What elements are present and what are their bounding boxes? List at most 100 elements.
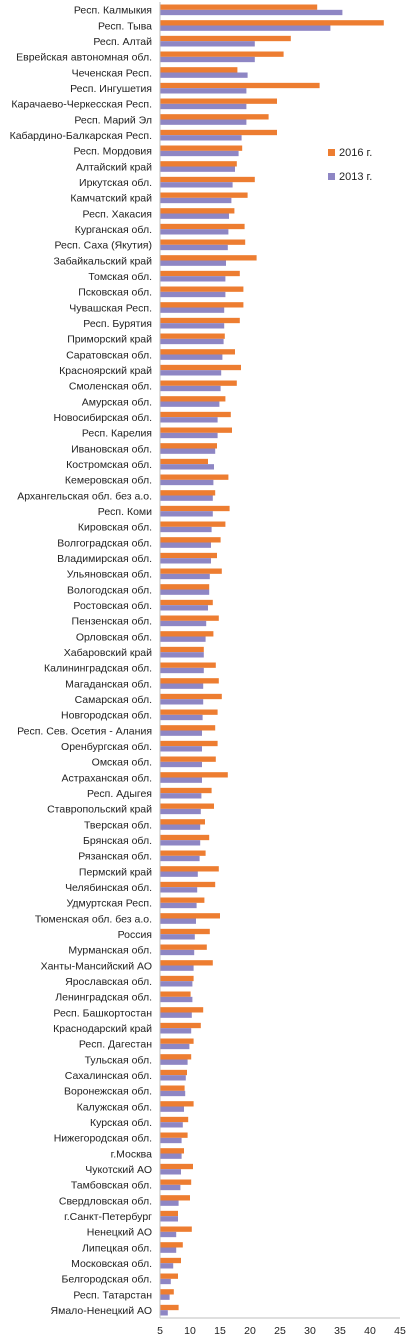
bar-2013 — [160, 620, 207, 627]
bar-2016 — [160, 928, 210, 935]
bar-2013 — [160, 213, 229, 219]
bar-2016 — [160, 443, 217, 449]
bar-2016 — [160, 35, 291, 42]
bar-2013 — [160, 135, 242, 141]
bar-2016 — [160, 1069, 187, 1076]
category-label: Тульская обл. — [85, 1054, 152, 1066]
category-label: Респ. Дагестан — [79, 1039, 152, 1051]
bar-2016 — [160, 913, 220, 919]
bar-2013 — [160, 166, 235, 172]
bar-2013 — [160, 244, 228, 251]
category-label: Краснодарский край — [53, 1023, 152, 1035]
category-label: Пермский край — [79, 866, 152, 878]
bar-2013 — [160, 605, 208, 611]
category-label: Россия — [118, 929, 152, 941]
bar-2016 — [160, 756, 216, 762]
category-label: Респ. Хакасия — [83, 208, 152, 220]
bar-2013 — [160, 9, 343, 16]
category-label: Чеченская Респ. — [72, 67, 152, 79]
bar-2016 — [160, 1085, 185, 1091]
category-label: Московская обл. — [71, 1258, 152, 1270]
bar-2016 — [160, 662, 216, 668]
bar-2013 — [160, 72, 248, 78]
category-label: Смоленская обл. — [69, 381, 152, 393]
bar-2013 — [160, 793, 202, 799]
bar-2013 — [160, 1106, 184, 1112]
category-label: Нижегородская обл. — [54, 1133, 152, 1145]
bar-2016 — [160, 960, 213, 966]
bar-2013 — [160, 1278, 171, 1285]
x-tick-label: 10 — [184, 1325, 196, 1337]
category-label: Респ. Сев. Осетия - Алания — [17, 725, 152, 737]
bar-2016 — [160, 631, 214, 637]
category-label: Респ. Карелия — [82, 428, 152, 440]
bar-2016 — [160, 1257, 181, 1264]
bar-2013 — [160, 1090, 186, 1097]
bar-2016 — [160, 1132, 188, 1138]
bar-2013 — [160, 88, 247, 94]
bar-2013 — [160, 1122, 183, 1128]
x-tick-label: 20 — [244, 1325, 256, 1337]
category-label: Владимирская обл. — [57, 553, 152, 565]
bar-2013 — [160, 150, 239, 157]
x-tick-label: 25 — [274, 1325, 286, 1337]
bar-2013 — [160, 949, 195, 956]
bar-2016 — [160, 317, 240, 324]
bar-2016 — [160, 819, 205, 825]
category-label: Пензенская обл. — [72, 616, 152, 628]
bar-2016 — [160, 20, 384, 26]
bar-2016 — [160, 427, 232, 433]
bar-2016 — [160, 1148, 184, 1154]
category-label: Ненецкий АО — [87, 1227, 152, 1239]
bar-2016 — [160, 145, 243, 151]
category-label: Чукотский АО — [85, 1164, 152, 1176]
bar-2013 — [160, 41, 255, 47]
bar-2016 — [160, 787, 212, 794]
category-label: Забайкальский край — [53, 255, 152, 267]
bar-2016 — [160, 834, 210, 841]
bar-2016 — [160, 270, 240, 277]
bar-2016 — [160, 521, 226, 527]
bar-2013 — [160, 840, 201, 846]
bar-2013 — [160, 824, 201, 830]
category-label: Новгородская обл. — [61, 710, 152, 722]
bar-2013 — [160, 56, 255, 63]
category-label: Челябинская обл. — [65, 882, 152, 894]
bar-2013 — [160, 464, 214, 470]
category-label: Респ. Алтай — [93, 36, 152, 48]
bar-2016 — [160, 255, 257, 261]
bar-2013 — [160, 1137, 182, 1144]
category-label: Омская обл. — [92, 757, 152, 769]
category-label: Магаданская обл. — [65, 678, 152, 690]
bar-2016 — [160, 208, 235, 214]
bar-2013 — [160, 1310, 168, 1316]
category-label: Самарская обл. — [75, 694, 152, 706]
bar-2013 — [160, 25, 331, 31]
category-label: Иркутская обл. — [79, 177, 152, 189]
bar-2016 — [160, 975, 194, 982]
bar-2013 — [160, 1012, 192, 1018]
bar-2016 — [160, 709, 218, 715]
bar-2013 — [160, 119, 247, 125]
bar-2016 — [160, 380, 237, 386]
category-label: Респ. Мордовия — [73, 146, 152, 158]
bar-2013 — [160, 589, 210, 595]
bar-2013 — [160, 965, 194, 971]
bar-2013 — [160, 307, 225, 313]
bar-2013 — [160, 636, 206, 642]
bar-2013 — [160, 1059, 188, 1065]
bar-2016 — [160, 1007, 204, 1013]
category-label: Костромская обл. — [66, 459, 152, 471]
category-label: Томская обл. — [88, 271, 152, 283]
category-label: Курганская обл. — [75, 224, 152, 236]
category-label: г.Москва — [111, 1148, 152, 1160]
bar-2016 — [160, 411, 231, 418]
category-label: Чувашская Респ. — [69, 302, 152, 314]
bar-2016 — [160, 1163, 193, 1170]
bar-2016 — [160, 1195, 190, 1201]
bar-2016 — [160, 1242, 183, 1248]
bar-2013 — [160, 1216, 178, 1222]
category-label: Респ. Марий Эл — [74, 114, 152, 126]
bar-2016 — [160, 1054, 192, 1060]
bar-2013 — [160, 354, 223, 360]
